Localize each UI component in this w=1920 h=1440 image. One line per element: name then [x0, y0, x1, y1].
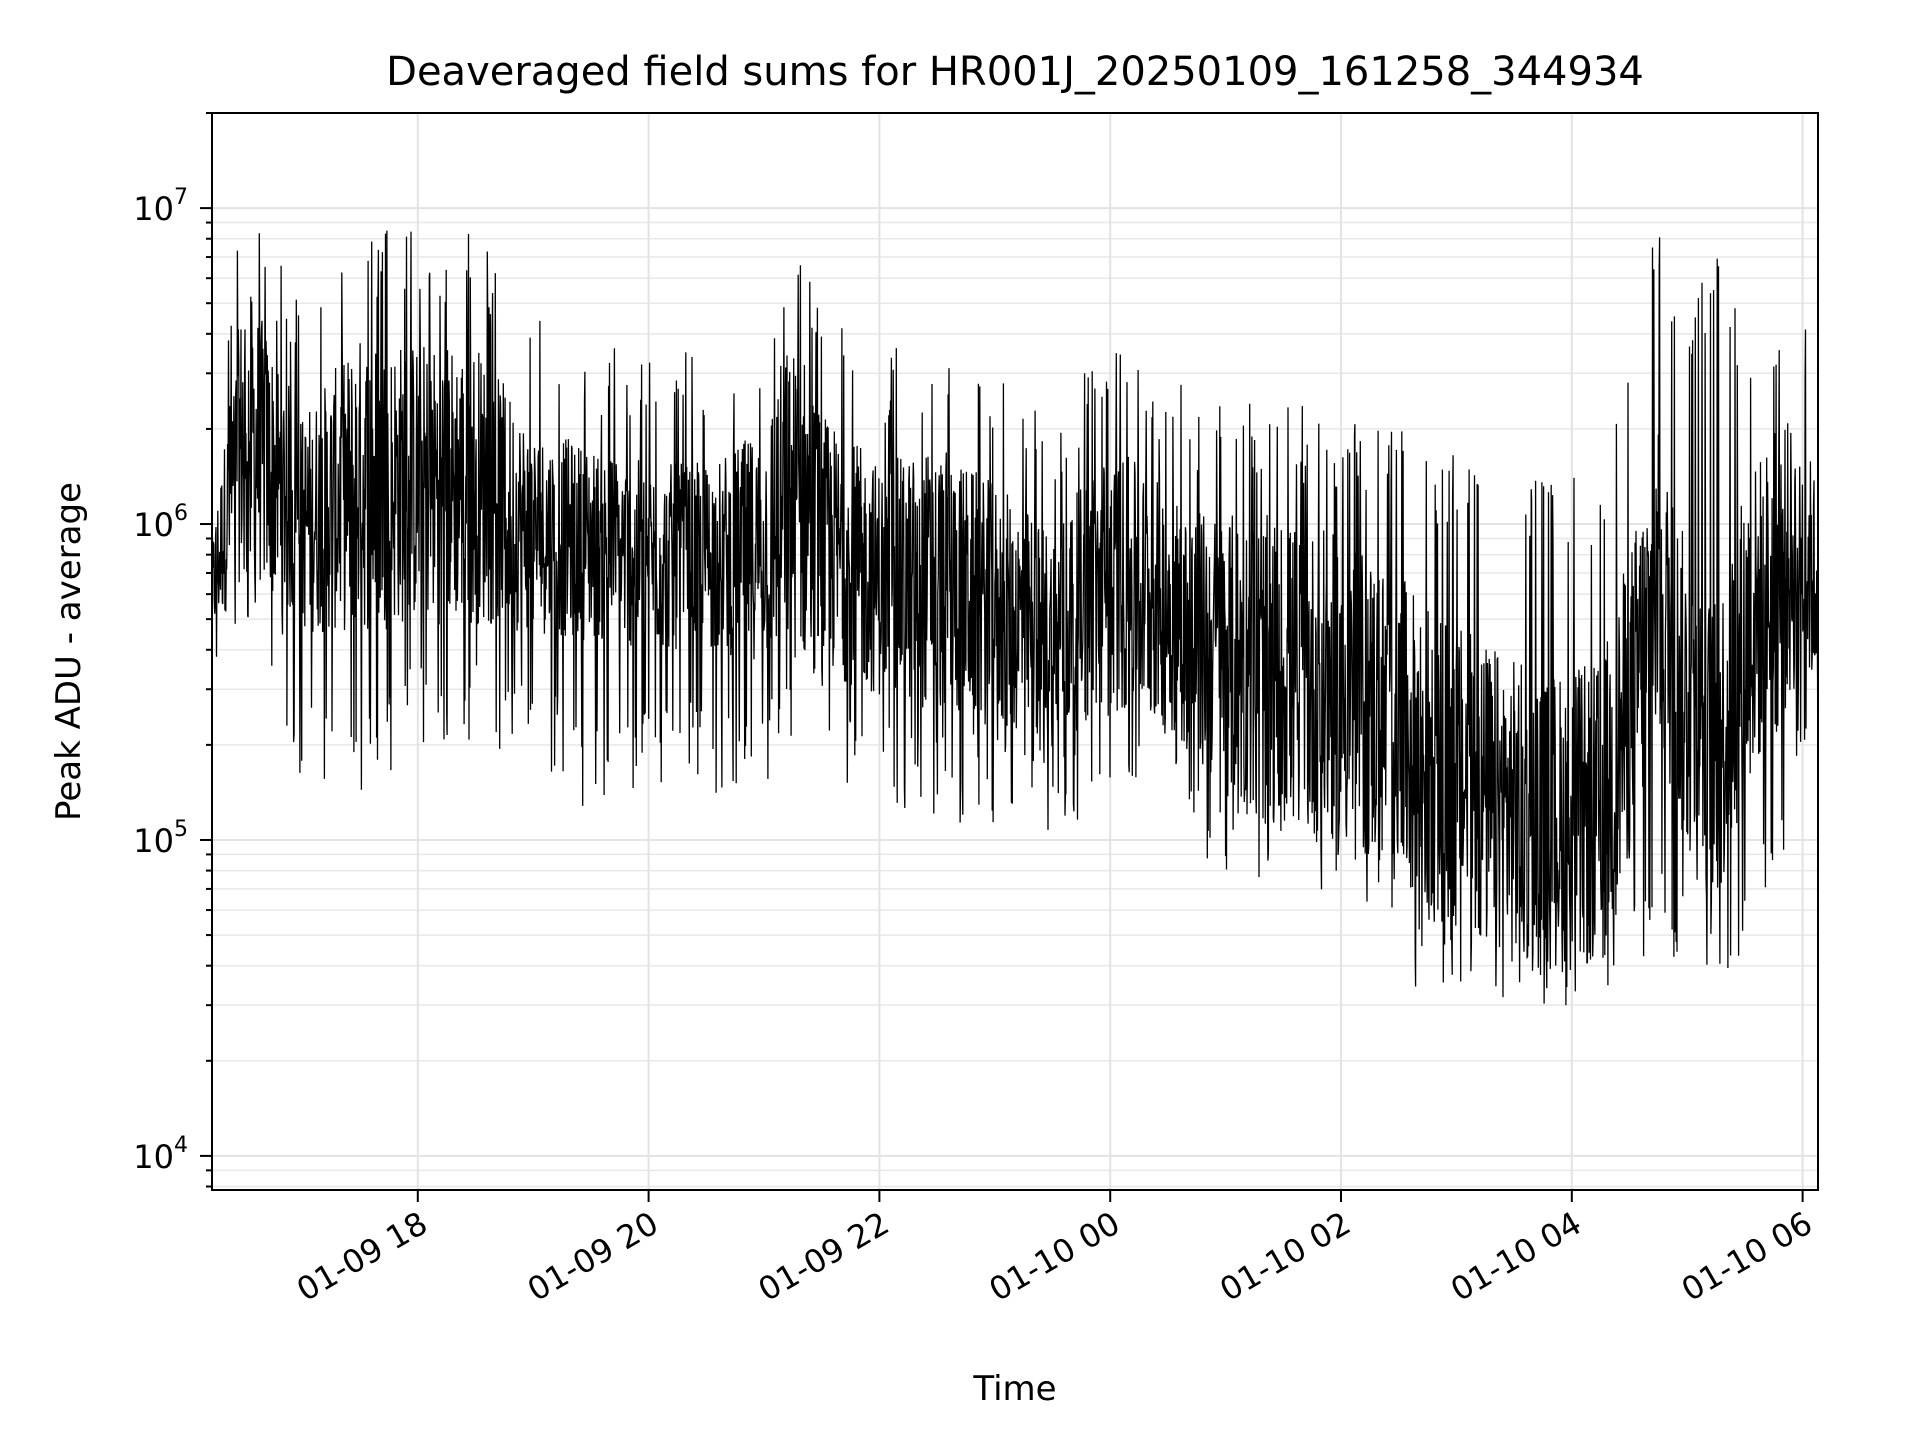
y-tick-base: 10	[133, 190, 174, 228]
y-tick-label: 106	[133, 501, 188, 544]
y-tick-label: 105	[133, 817, 188, 860]
series-line	[212, 230, 1818, 1006]
y-tick-exponent: 6	[174, 501, 188, 526]
y-tick-exponent: 7	[174, 185, 188, 210]
y-tick-label: 107	[133, 185, 188, 228]
axes-frame	[211, 112, 1819, 1191]
y-tick-base: 10	[133, 1138, 174, 1176]
y-tick-exponent: 4	[174, 1133, 188, 1158]
x-axis-label: Time	[972, 1369, 1056, 1409]
y-tick-base: 10	[133, 506, 174, 544]
y-tick-exponent: 5	[174, 817, 188, 842]
y-axis-label: Peak ADU - average	[49, 482, 89, 821]
chart-title: Deaveraged field sums for HR001J_2025010…	[386, 49, 1644, 95]
y-tick-label: 104	[133, 1133, 188, 1176]
y-tick-base: 10	[133, 822, 174, 860]
plot-area	[212, 230, 1818, 1006]
